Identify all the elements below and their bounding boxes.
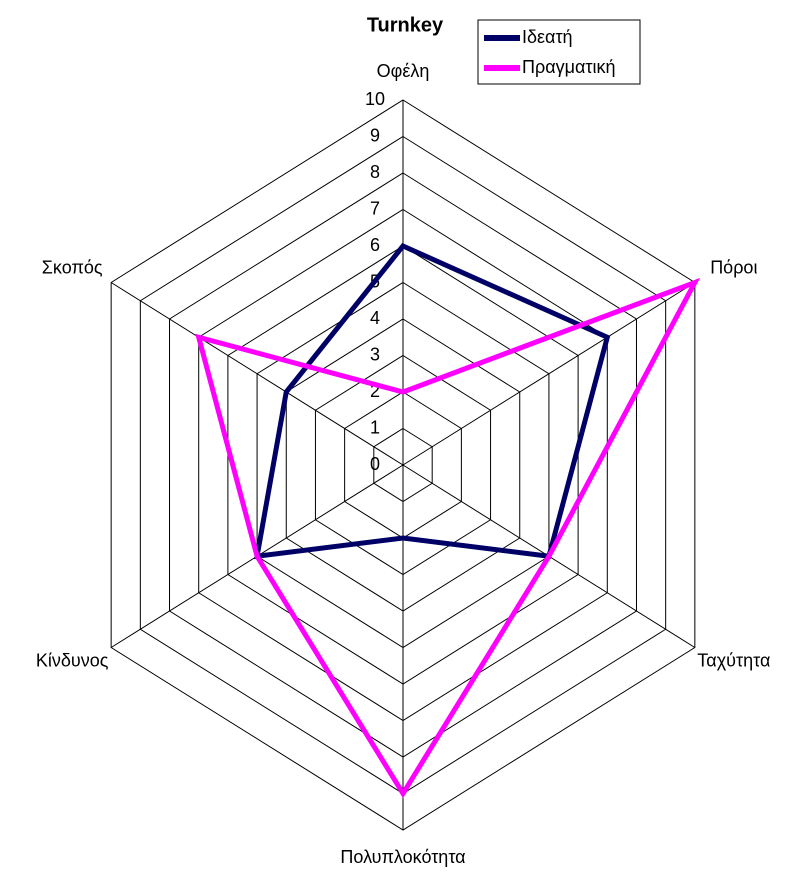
y-tick-label: 0 [370, 454, 380, 474]
y-tick-label: 2 [370, 381, 380, 401]
y-tick-label: 1 [370, 417, 380, 437]
category-label: Κίνδυνος [36, 650, 109, 670]
y-tick-label: 4 [370, 308, 380, 328]
category-label: Οφέλη [377, 61, 430, 81]
y-tick-label: 8 [370, 162, 380, 182]
category-label: Ταχύτητα [697, 650, 770, 670]
series-line [254, 242, 611, 560]
chart-title: Turnkey [367, 14, 444, 36]
y-tick-label: 10 [365, 89, 385, 109]
category-label: Πολυπλοκότητα [340, 847, 465, 867]
legend-label: Ιδεατή [522, 27, 573, 47]
legend-label: Πραγματική [522, 57, 616, 77]
y-tick-label: 3 [370, 344, 380, 364]
y-tick-label: 7 [370, 198, 380, 218]
series-line [195, 277, 701, 799]
y-tick-label: 6 [370, 235, 380, 255]
category-label: Σκοπός [42, 257, 103, 277]
spoke [110, 282, 404, 466]
y-tick-label: 9 [370, 125, 380, 145]
category-label: Πόροι [710, 257, 757, 277]
spoke [402, 282, 696, 466]
legend-box [477, 19, 641, 85]
